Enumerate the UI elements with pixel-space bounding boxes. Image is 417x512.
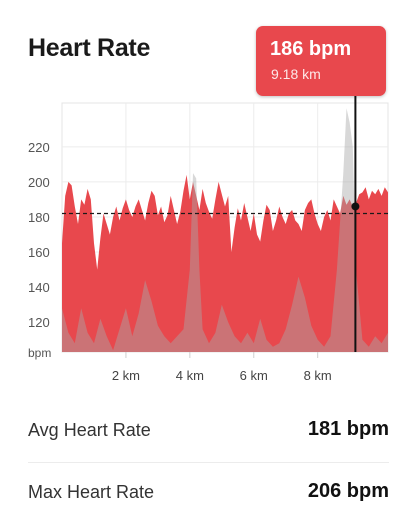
- heart-rate-chart[interactable]: 120 140 160 180 200 220 bpm 2 km 4 km 6 km 8 km: [0, 0, 417, 400]
- value-tooltip: 186 bpm 9.18 km: [256, 26, 386, 96]
- tooltip-distance: 9.18 km: [271, 66, 321, 82]
- max-heart-rate-value: 206 bpm: [307, 480, 389, 502]
- avg-heart-rate-value: 181 bpm: [307, 418, 389, 440]
- y-tick-label: 120: [28, 315, 50, 330]
- x-tick-label: 4 km: [176, 368, 204, 383]
- divider: [28, 462, 389, 463]
- avg-heart-rate-row: Avg Heart Rate 181 bpm: [28, 418, 389, 450]
- y-tick-label: 160: [28, 245, 50, 260]
- y-tick-label: 180: [28, 210, 50, 225]
- y-tick-label: 220: [28, 140, 50, 155]
- axis-ticks: 120 140 160 180 200 220 bpm 2 km 4 km 6 km 8 km: [28, 140, 332, 383]
- cursor-dot[interactable]: [351, 202, 360, 211]
- page-title: Heart Rate: [28, 34, 151, 62]
- max-heart-rate-label: Max Heart Rate: [28, 482, 155, 502]
- y-tick-label: 140: [28, 280, 50, 295]
- y-unit-label: bpm: [28, 346, 51, 360]
- elevation-area: [62, 108, 388, 352]
- x-tick-label: 2 km: [112, 368, 140, 383]
- x-tick-label: 8 km: [304, 368, 332, 383]
- max-heart-rate-row: Max Heart Rate 206 bpm: [28, 480, 389, 512]
- avg-heart-rate-label: Avg Heart Rate: [28, 420, 151, 440]
- tooltip-value: 186 bpm: [270, 38, 352, 60]
- y-tick-label: 200: [28, 175, 50, 190]
- heart-rate-area: [62, 174, 388, 352]
- x-tick-label: 6 km: [240, 368, 268, 383]
